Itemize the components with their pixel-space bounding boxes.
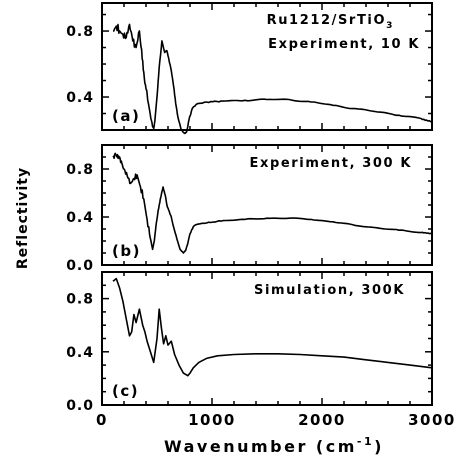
reflectivity-curve <box>113 23 433 135</box>
panel-label: (b) <box>112 242 141 260</box>
panel-a: 0.4 0.8 (a) Ru1212/SrTiO3 Experiment, 10 K <box>66 2 433 135</box>
y-tick-label: 0.0 <box>66 258 94 274</box>
y-tick-label: 0.4 <box>66 345 94 361</box>
x-tick-label: 0 <box>96 411 108 429</box>
y-axis-label: Reflectivity <box>15 167 31 269</box>
condition-annotation: Experiment, 300 K <box>250 156 413 171</box>
panel-label: (a) <box>112 107 140 125</box>
x-tick-label: 3000 <box>408 411 456 429</box>
condition-annotation: Experiment, 10 K <box>268 37 420 52</box>
y-tick-label: 0.4 <box>66 90 94 106</box>
panel-b: 0.0 0.4 0.8 (b) Experiment, 300 K <box>66 144 433 274</box>
reflectivity-curve <box>112 152 433 254</box>
reflectivity-curve <box>112 277 433 377</box>
y-tick-label: 0.8 <box>66 292 94 308</box>
panel-c: 0.0 0.4 0.8 (c) Simulation, 300K 0 1000 2000 300… <box>66 271 456 429</box>
panel-frame <box>101 2 433 131</box>
y-tick-label: 0.8 <box>66 162 94 178</box>
sample-annotation: Ru1212/SrTiO3 <box>267 13 394 31</box>
x-tick-label: 1000 <box>188 411 236 429</box>
y-tick-label: 0.4 <box>66 210 94 226</box>
x-axis-label-superscript: -1 <box>357 435 374 448</box>
x-tick-label: 2000 <box>298 411 346 429</box>
x-axis-label-close: ) <box>374 437 384 456</box>
y-tick-label: 0.0 <box>66 398 94 414</box>
x-axis-label-text: Wavenumber (cm <box>164 437 357 456</box>
x-axis-label: Wavenumber (cm-1) <box>164 435 384 456</box>
condition-annotation: Simulation, 300K <box>254 283 405 298</box>
y-tick-label: 0.8 <box>66 24 94 40</box>
panel-label: (c) <box>112 382 139 400</box>
